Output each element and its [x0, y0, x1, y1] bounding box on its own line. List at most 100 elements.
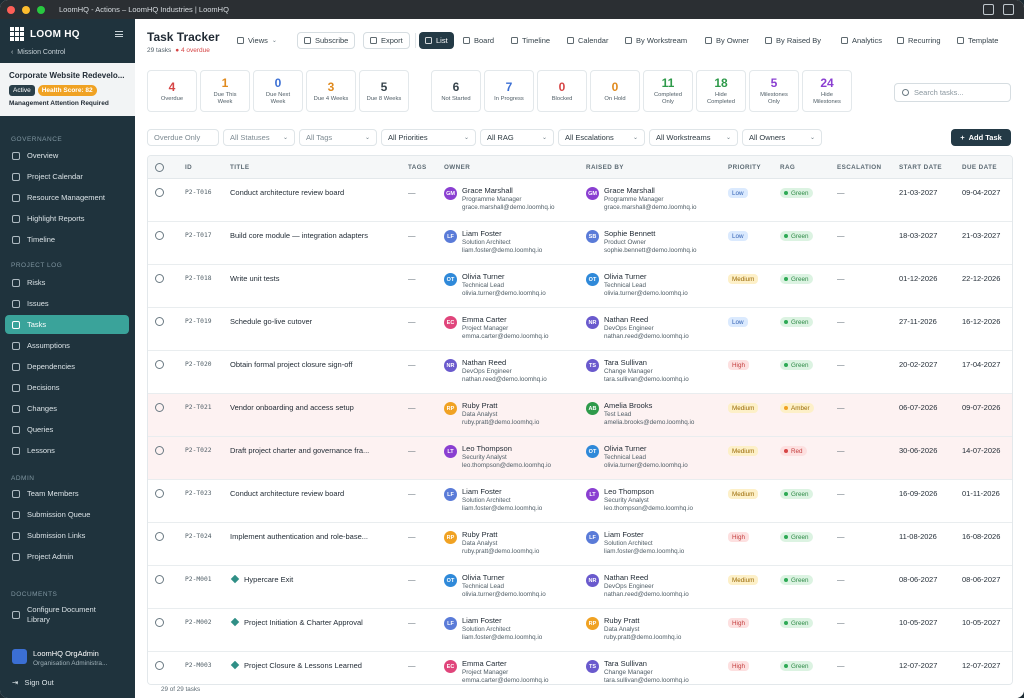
extension-icon[interactable] — [983, 4, 994, 15]
column-header-tags[interactable]: TAGS — [408, 164, 427, 171]
sidebar-item-submission-links[interactable]: Submission Links — [5, 526, 129, 545]
select-all-checkbox[interactable] — [155, 163, 164, 172]
sidebar-item-assumptions[interactable]: Assumptions — [5, 336, 129, 355]
stat-card-not-started[interactable]: 6 Not Started — [431, 70, 481, 112]
row-checkbox[interactable] — [155, 575, 164, 584]
sidebar-item-resource-management[interactable]: Resource Management — [5, 188, 129, 207]
stat-card-in-progress[interactable]: 7 In Progress — [484, 70, 534, 112]
row-checkbox[interactable] — [155, 317, 164, 326]
filter-all-statuses[interactable]: All Statuses ⌄ — [223, 129, 295, 146]
row-checkbox[interactable] — [155, 188, 164, 197]
tab-by-workstream[interactable]: By Workstream — [619, 32, 693, 49]
stat-card-blocked[interactable]: 0 Blocked — [537, 70, 587, 112]
task-title[interactable]: Project Initiation & Charter Approval — [230, 618, 390, 627]
row-checkbox[interactable] — [155, 489, 164, 498]
row-checkbox[interactable] — [155, 274, 164, 283]
close-window-button[interactable] — [7, 5, 15, 14]
task-title[interactable]: Obtain formal project closure sign-off — [230, 360, 390, 369]
row-checkbox[interactable] — [155, 532, 164, 541]
tab-board[interactable]: Board — [457, 32, 500, 49]
task-title[interactable]: Draft project charter and governance fra… — [230, 446, 390, 455]
filter-all-tags[interactable]: All Tags ⌄ — [299, 129, 377, 146]
search-input[interactable]: Search tasks... — [894, 83, 1011, 102]
tab-by-raised-by[interactable]: By Raised By — [759, 32, 827, 49]
sidebar-item-dependencies[interactable]: Dependencies — [5, 357, 129, 376]
table-row[interactable]: P2-T024 Implement authentication and role… — [148, 523, 1012, 566]
column-header-owner[interactable]: OWNER — [444, 164, 471, 171]
stat-card-hide-milestones[interactable]: 24 Hide Milestones — [802, 70, 852, 112]
task-title[interactable]: Write unit tests — [230, 274, 390, 283]
tab-timeline[interactable]: Timeline — [505, 32, 556, 49]
sidebar-item-risks[interactable]: Risks — [5, 273, 129, 292]
sidebar-item-timeline[interactable]: Timeline — [5, 230, 129, 249]
table-row[interactable]: P2-T019 Schedule go-live cutover — EC Emma C… — [148, 308, 1012, 351]
tab-calendar[interactable]: Calendar — [561, 32, 614, 49]
sidebar-item-changes[interactable]: Changes — [5, 399, 129, 418]
filter-overdue-only[interactable]: Overdue Only — [147, 129, 219, 146]
table-row[interactable]: P2-T021 Vendor onboarding and access setu… — [148, 394, 1012, 437]
tab-recurring[interactable]: Recurring — [891, 32, 947, 49]
sidebar-item-team-members[interactable]: Team Members — [5, 484, 129, 503]
task-title[interactable]: Project Closure & Lessons Learned — [230, 661, 390, 670]
column-header-priority[interactable]: PRIORITY — [728, 164, 761, 171]
subscribe-button[interactable]: Subscribe — [297, 32, 356, 49]
sidebar-item-submission-queue[interactable]: Submission Queue — [5, 505, 129, 524]
brand-logo[interactable]: LOOM HQ — [10, 27, 80, 41]
sidebar-item-configure-document-library[interactable]: Configure Document Library — [5, 602, 129, 628]
column-header-start-date[interactable]: START DATE — [899, 164, 942, 171]
task-title[interactable]: Build core module — integration adapters — [230, 231, 390, 240]
sidebar-item-queries[interactable]: Queries — [5, 420, 129, 439]
sidebar-item-issues[interactable]: Issues — [5, 294, 129, 313]
column-header-title[interactable]: TITLE — [230, 164, 250, 171]
stat-card-overdue[interactable]: 4 Overdue — [147, 70, 197, 112]
collapse-menu-icon[interactable] — [115, 31, 123, 37]
stat-card-completed-only[interactable]: 11 Completed Only — [643, 70, 693, 112]
table-row[interactable]: P2-M002 Project Initiation & Charter Appr… — [148, 609, 1012, 652]
sidebar-item-lessons[interactable]: Lessons — [5, 441, 129, 460]
table-row[interactable]: P2-T016 Conduct architecture review board… — [148, 179, 1012, 222]
stat-card-hide-completed[interactable]: 18 Hide Completed — [696, 70, 746, 112]
share-icon[interactable] — [1003, 4, 1014, 15]
table-row[interactable]: P2-T020 Obtain formal project closure sig… — [148, 351, 1012, 394]
stat-card-on-hold[interactable]: 0 On Hold — [590, 70, 640, 112]
sidebar-item-project-admin[interactable]: Project Admin — [5, 547, 129, 566]
sign-out-button[interactable]: ⇥ Sign Out — [12, 678, 54, 687]
task-title[interactable]: Conduct architecture review board — [230, 489, 390, 498]
task-title[interactable]: Conduct architecture review board — [230, 188, 390, 197]
row-checkbox[interactable] — [155, 446, 164, 455]
stat-card-due-4-weeks[interactable]: 3 Due 4 Weeks — [306, 70, 356, 112]
stat-card-due-this-week[interactable]: 1 Due This Week — [200, 70, 250, 112]
task-title[interactable]: Hypercare Exit — [230, 575, 390, 584]
sidebar-item-project-calendar[interactable]: Project Calendar — [5, 167, 129, 186]
sidebar-item-overview[interactable]: Overview — [5, 146, 129, 165]
table-row[interactable]: P2-M003 Project Closure & Lessons Learned… — [148, 652, 1012, 684]
filter-all-workstreams[interactable]: All Workstreams ⌄ — [649, 129, 738, 146]
user-profile[interactable]: LoomHQ OrgAdmin Organisation Administra.… — [12, 649, 107, 667]
stat-card-due-next-week[interactable]: 0 Due Next Week — [253, 70, 303, 112]
table-row[interactable]: P2-T023 Conduct architecture review board… — [148, 480, 1012, 523]
filter-all-escalations[interactable]: All Escalations ⌄ — [558, 129, 645, 146]
column-header-raised-by[interactable]: RAISED BY — [586, 164, 624, 171]
row-checkbox[interactable] — [155, 661, 164, 670]
sidebar-item-tasks[interactable]: Tasks — [5, 315, 129, 334]
row-checkbox[interactable] — [155, 618, 164, 627]
task-title[interactable]: Vendor onboarding and access setup — [230, 403, 390, 412]
column-header-escalation[interactable]: ESCALATION — [837, 164, 882, 171]
export-button[interactable]: Export — [363, 32, 410, 49]
stat-card-milestones-only[interactable]: 5 Milestones Only — [749, 70, 799, 112]
add-task-button[interactable]: + Add Task — [951, 129, 1011, 146]
stat-card-due-8-weeks[interactable]: 5 Due 8 Weeks — [359, 70, 409, 112]
task-title[interactable]: Schedule go-live cutover — [230, 317, 390, 326]
views-dropdown[interactable]: Views ⌄ — [231, 32, 283, 49]
task-title[interactable]: Implement authentication and role-base..… — [230, 532, 390, 541]
row-checkbox[interactable] — [155, 403, 164, 412]
row-checkbox[interactable] — [155, 231, 164, 240]
tab-list[interactable]: List — [419, 32, 454, 49]
minimize-window-button[interactable] — [22, 5, 30, 14]
filter-all-priorities[interactable]: All Priorities ⌄ — [381, 129, 476, 146]
tab-by-owner[interactable]: By Owner — [699, 32, 755, 49]
table-row[interactable]: P2-T017 Build core module — integration a… — [148, 222, 1012, 265]
project-summary[interactable]: Corporate Website Redevelo... Active Hea… — [0, 63, 135, 116]
column-header-due-date[interactable]: DUE DATE — [962, 164, 997, 171]
tab-template[interactable]: Template — [951, 32, 1004, 49]
